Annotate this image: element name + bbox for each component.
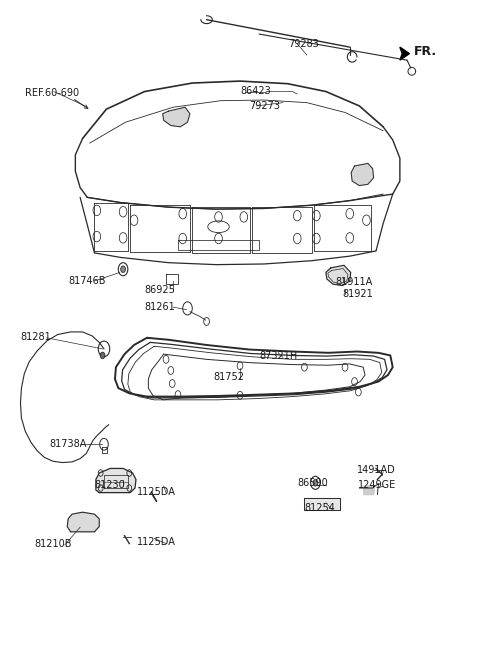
Text: 81281: 81281 — [21, 332, 51, 342]
Polygon shape — [400, 47, 409, 60]
Text: 86925: 86925 — [144, 285, 175, 295]
Circle shape — [120, 266, 125, 272]
Polygon shape — [363, 486, 374, 495]
Polygon shape — [304, 498, 340, 510]
Polygon shape — [67, 512, 99, 532]
Polygon shape — [326, 265, 351, 285]
Text: 81261: 81261 — [144, 302, 175, 312]
Text: 81230: 81230 — [95, 480, 125, 490]
Text: 81746B: 81746B — [68, 276, 106, 285]
Text: 81752: 81752 — [214, 372, 245, 382]
Text: 1491AD: 1491AD — [357, 465, 396, 475]
Text: REF.60-690: REF.60-690 — [25, 88, 79, 98]
Text: 1125DA: 1125DA — [137, 487, 176, 497]
Circle shape — [100, 352, 105, 359]
Text: 81921: 81921 — [343, 289, 373, 298]
Text: 86423: 86423 — [240, 86, 271, 96]
Polygon shape — [163, 107, 190, 127]
Text: 81738A: 81738A — [49, 439, 86, 449]
Text: 87321H: 87321H — [259, 352, 297, 361]
Circle shape — [313, 480, 318, 486]
Text: 81210B: 81210B — [35, 539, 72, 549]
Text: 81911A: 81911A — [336, 277, 372, 287]
Text: 86590: 86590 — [297, 478, 328, 488]
Text: 79283: 79283 — [288, 39, 319, 49]
Polygon shape — [96, 468, 136, 493]
Text: 1249GE: 1249GE — [359, 480, 396, 490]
Text: 1125DA: 1125DA — [137, 537, 176, 547]
Text: FR.: FR. — [414, 45, 437, 58]
Polygon shape — [351, 163, 373, 186]
Text: 79273: 79273 — [250, 101, 280, 111]
Text: 81254: 81254 — [304, 503, 336, 513]
